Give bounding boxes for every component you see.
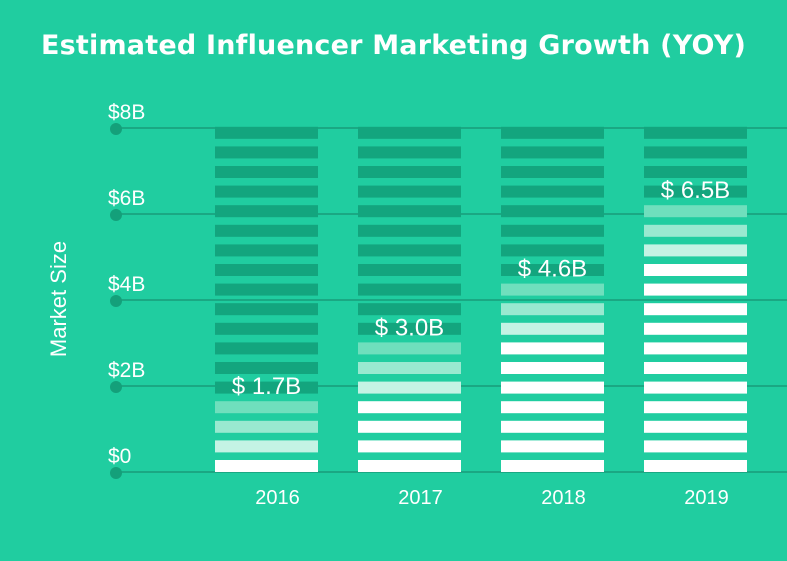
bar-stripe bbox=[215, 362, 318, 374]
bar-stripe bbox=[215, 283, 318, 296]
bar-stripe bbox=[644, 440, 747, 453]
bar-stripe bbox=[501, 283, 604, 296]
bar-stripe bbox=[215, 224, 318, 237]
bar-stripe bbox=[644, 185, 747, 198]
bar-stripe bbox=[644, 166, 747, 178]
bar-stripe bbox=[358, 362, 461, 374]
y-tick-label: $0 bbox=[108, 445, 131, 468]
bar-stripe bbox=[215, 126, 318, 139]
bar-stripe bbox=[358, 420, 461, 433]
bars bbox=[215, 126, 747, 472]
bar-stripe bbox=[215, 440, 318, 453]
bar-stripe bbox=[644, 264, 747, 276]
bar-stripe bbox=[644, 205, 747, 218]
bar-stripe bbox=[215, 303, 318, 316]
bar-stripe bbox=[358, 185, 461, 198]
bar-2016 bbox=[215, 126, 318, 472]
bar-stripe bbox=[501, 401, 604, 414]
bar-stripe bbox=[644, 322, 747, 335]
bar-stripe bbox=[501, 146, 604, 159]
bar-stripe bbox=[215, 205, 318, 218]
data-label-2019: $ 6.5B bbox=[661, 177, 730, 204]
x-tick-label-2017: 2017 bbox=[398, 487, 443, 509]
bar-stripe bbox=[358, 460, 461, 472]
bar-stripe bbox=[644, 460, 747, 472]
bar-stripe bbox=[501, 185, 604, 198]
bar-stripe bbox=[501, 264, 604, 276]
bar-stripe bbox=[501, 381, 604, 394]
bar-stripe bbox=[501, 166, 604, 178]
bar-stripe bbox=[358, 224, 461, 237]
bar-stripe bbox=[215, 264, 318, 276]
y-tick-label: $4B bbox=[108, 273, 145, 296]
bar-stripe bbox=[501, 362, 604, 374]
bar-stripe bbox=[215, 401, 318, 414]
bar-stripe bbox=[215, 185, 318, 198]
bar-stripe bbox=[358, 126, 461, 139]
data-label-2018: $ 4.6B bbox=[518, 256, 587, 283]
bar-stripe bbox=[358, 303, 461, 316]
bar-stripe bbox=[501, 420, 604, 433]
bar-stripe bbox=[501, 322, 604, 335]
x-tick-label-2018: 2018 bbox=[541, 487, 586, 509]
bar-stripe bbox=[501, 224, 604, 237]
bar-stripe bbox=[501, 440, 604, 453]
x-tick-label-2016: 2016 bbox=[255, 487, 300, 509]
bar-stripe bbox=[644, 401, 747, 414]
y-tick-label: $8B bbox=[108, 101, 145, 124]
bar-stripe bbox=[644, 283, 747, 296]
data-label-2017: $ 3.0B bbox=[375, 314, 444, 341]
data-label-2016: $ 1.7B bbox=[232, 373, 301, 400]
bar-stripe bbox=[215, 146, 318, 159]
bar-2017 bbox=[358, 126, 461, 472]
bar-stripe bbox=[501, 205, 604, 218]
bar-stripe bbox=[215, 322, 318, 335]
labels: $0 $2B $4B $6B $8B $ 1.7B 2016 $ 3.0B 2017 $ 4.6B… bbox=[108, 101, 730, 509]
bar-stripe bbox=[501, 342, 604, 355]
bar-stripe bbox=[358, 381, 461, 394]
tick-dot bbox=[110, 123, 122, 135]
y-tick-label: $6B bbox=[108, 187, 145, 210]
bar-stripe bbox=[358, 342, 461, 355]
bar-stripe bbox=[358, 283, 461, 296]
bar-stripe bbox=[501, 126, 604, 139]
bar-stripe bbox=[644, 224, 747, 237]
bar-stripe bbox=[644, 244, 747, 257]
bar-stripe bbox=[501, 244, 604, 257]
bar-stripe bbox=[358, 264, 461, 276]
bar-stripe bbox=[358, 146, 461, 159]
bar-stripe bbox=[644, 146, 747, 159]
bar-stripe bbox=[215, 420, 318, 433]
bar-stripe bbox=[644, 126, 747, 139]
bar-stripe bbox=[644, 420, 747, 433]
bar-stripe bbox=[501, 303, 604, 316]
bar-stripe bbox=[644, 342, 747, 355]
bar-stripe bbox=[215, 342, 318, 355]
bar-stripe bbox=[358, 322, 461, 335]
bar-stripe bbox=[215, 381, 318, 394]
bar-stripe bbox=[501, 460, 604, 472]
bar-stripe bbox=[358, 166, 461, 178]
bar-stripe bbox=[358, 440, 461, 453]
x-tick-label-2019: 2019 bbox=[684, 487, 729, 509]
chart-title: Estimated Influencer Marketing Growth (Y… bbox=[41, 30, 746, 61]
bar-stripe bbox=[358, 401, 461, 414]
bar-stripe bbox=[358, 244, 461, 257]
bar-stripe bbox=[644, 381, 747, 394]
tick-dot bbox=[110, 295, 122, 307]
tick-dot bbox=[110, 381, 122, 393]
y-tick-label: $2B bbox=[108, 359, 145, 382]
bar-2018 bbox=[501, 126, 604, 472]
bar-stripe bbox=[358, 205, 461, 218]
bar-2019 bbox=[644, 126, 747, 472]
tick-dot bbox=[110, 467, 122, 479]
bar-stripe bbox=[215, 460, 318, 472]
bar-stripe bbox=[215, 244, 318, 257]
bar-stripe bbox=[644, 362, 747, 374]
bar-stripe bbox=[215, 166, 318, 178]
y-axis-label: Market Size bbox=[46, 241, 71, 357]
bar-stripe bbox=[644, 303, 747, 316]
tick-dot bbox=[110, 209, 122, 221]
